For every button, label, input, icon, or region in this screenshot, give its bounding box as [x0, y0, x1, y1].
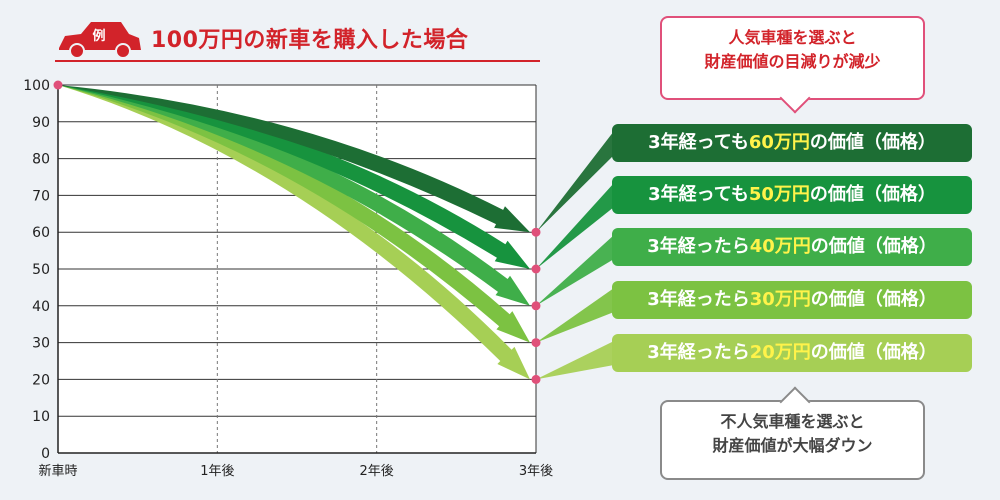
- end-marker-40: [531, 301, 541, 311]
- label-suffix: の価値（価格）: [810, 289, 937, 310]
- example-badge: 例: [92, 29, 106, 44]
- label-suffix: の価値（価格）: [809, 184, 936, 205]
- end-marker-60: [531, 227, 541, 237]
- unpopular-callout-line2: 財産価値が大幅ダウン: [712, 436, 873, 455]
- label-value: 40万円: [749, 236, 811, 257]
- y-tick-label: 70: [32, 188, 50, 204]
- label-suffix: の価値（価格）: [809, 132, 936, 153]
- label-prefix: 3年経ったら: [647, 342, 750, 363]
- unpopular-callout-line1: 不人気車種を選ぶと: [720, 412, 865, 431]
- label-value: 60万円: [748, 132, 810, 153]
- depreciation-arrow-60: [58, 85, 530, 233]
- y-tick-label: 10: [32, 409, 50, 425]
- label-prefix: 3年経っても: [648, 184, 749, 205]
- y-tick-label: 30: [32, 336, 50, 352]
- y-tick-label: 80: [32, 152, 50, 168]
- label-prefix: 3年経ったら: [647, 289, 750, 310]
- chart-title: 100万円の新車を購入した場合: [151, 28, 469, 53]
- y-tick-label: 60: [32, 225, 50, 241]
- x-tick-label: 2年後: [360, 464, 394, 479]
- title-underline: [55, 60, 540, 62]
- start-marker: [53, 80, 63, 90]
- x-tick-label: 3年後: [519, 464, 553, 479]
- label-prefix: 3年経っても: [648, 132, 749, 153]
- label-connector-30: [536, 288, 614, 343]
- unpopular-callout: 不人気車種を選ぶと 財産価値が大幅ダウン: [660, 386, 925, 480]
- value-label-30: 3年経ったら30万円の価値（価格）: [612, 281, 972, 319]
- y-tick-label: 40: [32, 299, 50, 315]
- y-tick-label: 90: [32, 115, 50, 131]
- y-tick-label: 0: [41, 446, 50, 462]
- value-label-20: 3年経ったら20万円の価値（価格）: [612, 334, 972, 372]
- label-value: 50万円: [748, 184, 810, 205]
- label-value: 30万円: [749, 289, 811, 310]
- popular-callout-line1: 人気車種を選ぶと: [728, 28, 857, 47]
- label-value: 20万円: [749, 342, 811, 363]
- label-connector-50: [536, 183, 614, 269]
- label-connector-40: [536, 235, 614, 306]
- end-marker-30: [531, 338, 541, 348]
- end-marker-20: [531, 374, 541, 384]
- popular-callout-line2: 財産価値の目減りが減少: [704, 52, 881, 71]
- value-label-50: 3年経っても50万円の価値（価格）: [612, 176, 972, 214]
- value-label-60: 3年経っても60万円の価値（価格）: [612, 124, 972, 162]
- label-suffix: の価値（価格）: [810, 236, 937, 257]
- end-marker-50: [531, 264, 541, 274]
- label-connector-20: [536, 341, 614, 380]
- label-suffix: の価値（価格）: [810, 342, 937, 363]
- x-tick-label: 新車時: [38, 463, 77, 479]
- chart-header: 例 100万円の新車を購入した場合: [55, 18, 540, 62]
- popular-callout: 人気車種を選ぶと 財産価値の目減りが減少: [660, 16, 925, 114]
- value-label-40: 3年経ったら40万円の価値（価格）: [612, 228, 972, 266]
- label-connector-60: [536, 131, 614, 233]
- y-tick-label: 50: [32, 262, 50, 278]
- label-prefix: 3年経ったら: [647, 236, 750, 257]
- y-tick-label: 20: [32, 372, 50, 388]
- car-icon: [59, 22, 141, 59]
- y-tick-label: 100: [23, 78, 50, 94]
- x-tick-label: 1年後: [200, 464, 234, 479]
